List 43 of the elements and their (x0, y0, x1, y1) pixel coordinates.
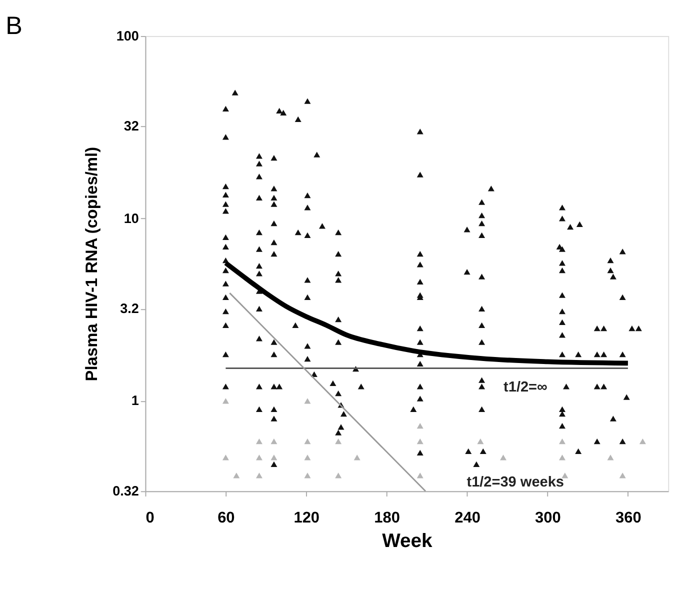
point (607, 454, 614, 460)
y-tick-label: 3.2 (120, 301, 139, 316)
point (416, 423, 424, 429)
point (477, 438, 484, 444)
point (256, 472, 262, 478)
x-tick-label: 240 (454, 510, 480, 527)
point (256, 454, 262, 460)
point (335, 472, 342, 478)
point (416, 472, 424, 478)
point (335, 438, 342, 444)
y-tick-label: 0.32 (112, 484, 139, 499)
y-axis-title: Plasma HIV-1 RNA (copies/ml) (83, 146, 102, 382)
x-tick-label: 60 (218, 510, 235, 527)
annotation: t1/2=39 weeks (466, 474, 564, 490)
point (558, 438, 566, 444)
x-tick-label: 120 (294, 510, 320, 527)
point (304, 454, 311, 460)
x-tick-label: 360 (615, 510, 642, 527)
point (304, 398, 311, 404)
point (270, 454, 278, 460)
point (233, 472, 240, 478)
x-tick-label: 180 (374, 510, 400, 527)
x-tick-label: 300 (535, 510, 561, 527)
point (270, 438, 278, 444)
chart-title: B (6, 12, 22, 40)
point (558, 454, 566, 460)
point (639, 438, 646, 444)
point (619, 472, 626, 478)
point (222, 398, 229, 404)
point (304, 438, 311, 444)
point (304, 472, 311, 478)
y-tick-label: 10 (124, 210, 139, 226)
point (354, 454, 360, 460)
point (256, 438, 262, 444)
y-tick-label: 1 (131, 393, 140, 408)
point (500, 454, 506, 460)
x-axis-title: Week (382, 530, 433, 552)
x-tick-label: 0 (146, 510, 154, 527)
point (222, 454, 229, 460)
y-tick-label: 100 (116, 28, 139, 44)
annotation: t1/2=∞ (504, 379, 548, 396)
point (416, 438, 424, 444)
y-tick-label: 32 (124, 118, 139, 134)
